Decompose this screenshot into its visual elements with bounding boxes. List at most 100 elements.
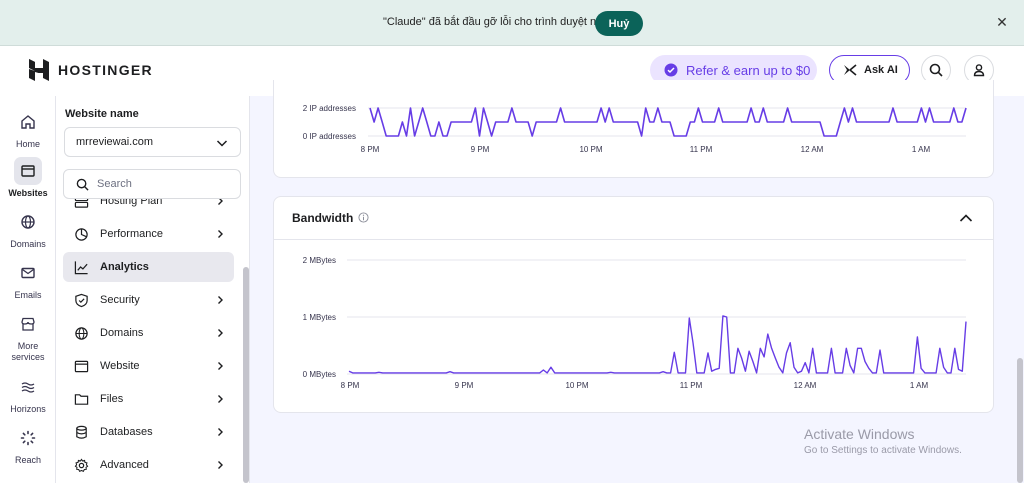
watermark-subtitle: Go to Settings to activate Windows. (804, 445, 962, 456)
website-sidebar: Website name mrreviewai.com Search Hosti… (56, 96, 250, 483)
chevron-right-icon (218, 362, 223, 370)
globe-icon (14, 208, 42, 236)
watermark-title: Activate Windows (804, 426, 915, 442)
sidebar-item-label: Website (100, 360, 140, 372)
rail-item-more-services[interactable]: More services (0, 310, 56, 363)
sidebar-item-label: Analytics (100, 261, 149, 273)
sidebar-item-performance[interactable]: Performance (63, 219, 234, 249)
y-tick-label: 0 MBytes (303, 370, 336, 379)
x-tick-label: 9 PM (455, 381, 474, 390)
bandwidth-card: Bandwidth 0 MBytes 1 MBytes 2 MBytes 8 PM 9… (273, 196, 994, 413)
bandwidth-chart: 0 MBytes 1 MBytes 2 MBytes 8 PM 9 PM 10 PM 11… (303, 256, 967, 390)
website-select-value: mrreviewai.com (76, 136, 154, 148)
websites-icon (14, 157, 42, 185)
sidebar-search-input[interactable]: Search (63, 169, 241, 199)
ask-ai-label: Ask AI (864, 64, 898, 76)
debug-message: "Claude" đã bắt đầu gỡ lỗi cho trình duy… (383, 16, 608, 28)
y-tick-label: 0 IP addresses (303, 132, 356, 141)
main-scrollbar[interactable] (1017, 358, 1023, 483)
rail-item-websites[interactable]: Websites (0, 157, 56, 199)
x-tick-label: 12 AM (794, 381, 817, 390)
reach-icon (14, 424, 42, 452)
hostinger-logo[interactable]: HOSTINGER (29, 59, 153, 81)
card-divider (274, 239, 993, 240)
chevron-right-icon (218, 461, 223, 469)
badge-icon (664, 63, 678, 77)
rail-label-emails: Emails (14, 290, 42, 300)
close-icon[interactable]: ✕ (996, 13, 1008, 30)
x-tick-label: 12 AM (801, 145, 824, 154)
rail-item-emails[interactable]: Emails (0, 259, 56, 301)
sidebar-item-databases[interactable]: Databases (63, 417, 234, 447)
mail-icon (14, 259, 42, 287)
debug-banner: "Claude" đã bắt đầu gỡ lỗi cho trình duy… (0, 0, 1024, 46)
refer-earn-label: Refer & earn up to $0 (686, 62, 811, 78)
brand-name: HOSTINGER (58, 62, 153, 78)
cancel-debug-button[interactable]: Huỷ (595, 11, 643, 36)
shield-icon (73, 292, 89, 308)
x-tick-label: 11 PM (680, 381, 703, 390)
sidebar-item-advanced[interactable]: Advanced (63, 450, 234, 480)
primary-nav-rail: Home Websites Domains Emails More servic… (0, 96, 56, 483)
chevron-right-icon (218, 395, 223, 403)
horizons-icon (14, 373, 42, 401)
info-icon[interactable] (358, 212, 369, 223)
sidebar-item-website[interactable]: Website (63, 351, 234, 381)
rail-item-horizons[interactable]: Horizons (0, 373, 56, 415)
sparkle-icon (844, 64, 857, 76)
activate-windows-watermark: Activate Windows Go to Settings to activ… (804, 426, 962, 456)
rail-label-domains: Domains (10, 239, 46, 249)
hostinger-logo-icon (29, 59, 49, 81)
sidebar-item-label: Performance (100, 228, 163, 240)
chevron-right-icon (218, 428, 223, 436)
sidebar-item-label: Databases (100, 426, 153, 438)
sidebar-item-label: Files (100, 393, 124, 405)
sidebar-item-label: Domains (100, 327, 144, 339)
globe-icon (73, 325, 89, 341)
x-tick-label: 10 PM (565, 381, 588, 390)
chevron-right-icon (218, 296, 223, 304)
y-tick-label: 2 MBytes (303, 256, 336, 265)
database-icon (73, 424, 89, 440)
chevron-down-icon (216, 140, 228, 147)
sidebar-item-security[interactable]: Security (63, 285, 234, 315)
browser-icon (73, 358, 89, 374)
website-name-label: Website name (65, 108, 139, 120)
y-tick-label: 2 IP addresses (303, 104, 356, 113)
sidebar-scrollbar[interactable] (243, 267, 249, 483)
rail-item-reach[interactable]: Reach (0, 424, 56, 466)
trend-icon (73, 259, 89, 275)
sidebar-item-label: Advanced (100, 459, 149, 471)
ip-series-line (369, 107, 967, 137)
x-tick-label: 8 PM (361, 145, 380, 154)
search-icon (76, 178, 89, 191)
x-tick-label: 11 PM (690, 145, 713, 154)
website-select[interactable]: mrreviewai.com (64, 127, 241, 157)
pie-chart-icon (73, 226, 89, 242)
sidebar-item-files[interactable]: Files (63, 384, 234, 414)
user-icon (973, 64, 985, 77)
sidebar-item-analytics[interactable]: Analytics (63, 252, 234, 282)
sidebar-item-domains[interactable]: Domains (63, 318, 234, 348)
sidebar-item-label: Security (100, 294, 140, 306)
bandwidth-title: Bandwidth (292, 211, 354, 225)
chevron-right-icon (218, 230, 223, 238)
gear-icon (73, 457, 89, 473)
ip-addresses-chart: 0 IP addresses 2 IP addresses 8 PM 9 PM 10 … (303, 104, 967, 154)
chevron-up-icon[interactable] (959, 212, 973, 224)
x-tick-label: 1 AM (912, 145, 931, 154)
rail-item-domains[interactable]: Domains (0, 208, 56, 250)
home-icon (14, 108, 42, 136)
x-tick-label: 8 PM (341, 381, 360, 390)
x-tick-label: 9 PM (471, 145, 490, 154)
rail-item-home[interactable]: Home (0, 108, 56, 150)
search-icon (929, 63, 943, 77)
folder-icon (73, 391, 89, 407)
ip-addresses-card: 0 IP addresses 2 IP addresses 8 PM 9 PM 10 … (273, 80, 994, 178)
store-icon (14, 310, 42, 338)
rail-label-horizons: Horizons (10, 404, 46, 414)
rail-label-reach: Reach (14, 455, 41, 465)
sidebar-search-placeholder: Search (97, 178, 132, 190)
x-tick-label: 10 PM (579, 145, 602, 154)
y-tick-label: 1 MBytes (303, 313, 336, 322)
